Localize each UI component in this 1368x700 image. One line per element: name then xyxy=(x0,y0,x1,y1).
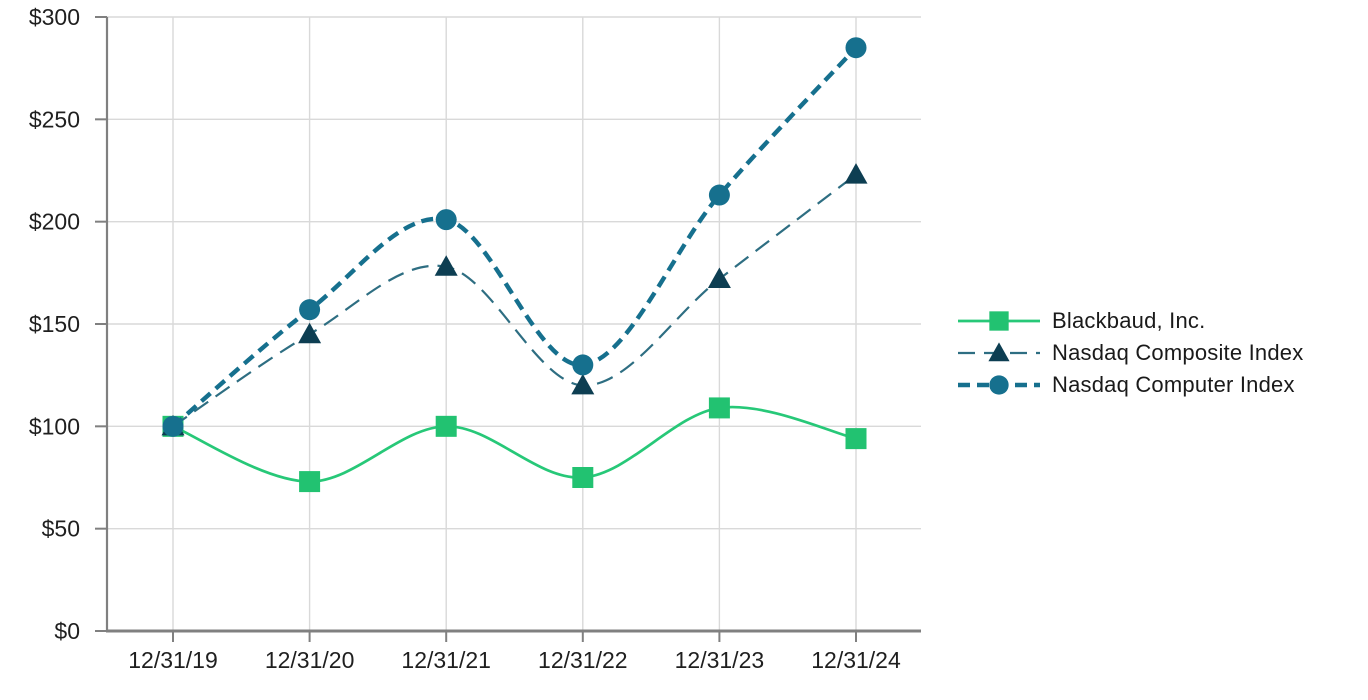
x-tick-label: 12/31/23 xyxy=(675,647,765,673)
x-tick-label: 12/31/20 xyxy=(265,647,355,673)
legend-item-blackbaud: Blackbaud, Inc. xyxy=(956,306,1303,335)
blackbaud-inc-square-marker-icon xyxy=(299,471,321,493)
nasdaq-composite-index-triangle-marker-icon xyxy=(844,163,868,184)
series-blackbaud-inc xyxy=(162,397,867,493)
nasdaq-composite-index-triangle-marker-icon xyxy=(571,373,595,395)
y-tick-label: $300 xyxy=(29,4,80,30)
legend-circle-marker-icon xyxy=(989,374,1009,395)
nasdaq-computer-index-circle-marker-icon xyxy=(708,184,730,206)
x-tick-label: 12/31/19 xyxy=(128,647,218,673)
series-nasdaq-computer-index xyxy=(162,37,867,437)
nasdaq-computer-index-circle-marker-icon xyxy=(572,354,594,376)
nasdaq-computer-line-sample-icon xyxy=(958,374,1040,395)
series-line-nasdaq-composite-index xyxy=(172,173,857,428)
legend: Blackbaud, Inc. Nasdaq Composite Index N… xyxy=(956,306,1303,399)
y-tick-label: $0 xyxy=(54,618,80,644)
blackbaud-inc-square-marker-icon xyxy=(572,467,594,488)
x-tick-label: 12/31/21 xyxy=(401,647,491,673)
legend-label-blackbaud: Blackbaud, Inc. xyxy=(1052,307,1206,333)
series-line-blackbaud-inc xyxy=(172,405,857,483)
legend-label-nasdaq-computer: Nasdaq Computer Index xyxy=(1052,371,1295,397)
x-tick-label: 12/31/24 xyxy=(811,647,901,673)
y-tick-label: $100 xyxy=(29,413,80,439)
nasdaq-computer-index-circle-marker-icon xyxy=(299,299,321,321)
blackbaud-inc-square-marker-icon xyxy=(708,397,730,419)
legend-triangle-marker-icon xyxy=(988,341,1010,361)
nasdaq-composite-index-triangle-marker-icon xyxy=(434,255,458,276)
blackbaud-inc-square-marker-icon xyxy=(845,428,867,450)
blackbaud-inc-square-marker-icon xyxy=(435,415,457,437)
nasdaq-composite-index-triangle-marker-icon xyxy=(707,267,731,288)
series-line-nasdaq-computer-index xyxy=(171,46,858,429)
gridlines xyxy=(107,16,921,631)
legend-item-nasdaq-composite: Nasdaq Composite Index xyxy=(956,338,1303,367)
y-tick-label: $250 xyxy=(29,106,80,132)
nasdaq-computer-index-circle-marker-icon xyxy=(435,209,457,231)
blackbaud-line-sample-icon xyxy=(958,310,1040,331)
nasdaq-computer-index-circle-marker-icon xyxy=(162,415,184,437)
legend-square-marker-icon xyxy=(989,310,1009,331)
series-nasdaq-composite-index xyxy=(161,163,868,436)
y-tick-label: $50 xyxy=(42,516,80,542)
legend-label-nasdaq-composite: Nasdaq Composite Index xyxy=(1052,339,1304,365)
legend-item-nasdaq-computer: Nasdaq Computer Index xyxy=(956,370,1303,399)
nasdaq-computer-index-circle-marker-icon xyxy=(845,37,867,59)
y-tick-label: $150 xyxy=(29,311,80,337)
y-tick-label: $200 xyxy=(29,209,80,235)
nasdaq-composite-index-triangle-marker-icon xyxy=(298,322,322,344)
nasdaq-composite-line-sample-icon xyxy=(958,341,1040,361)
x-tick-label: 12/31/22 xyxy=(538,647,628,673)
